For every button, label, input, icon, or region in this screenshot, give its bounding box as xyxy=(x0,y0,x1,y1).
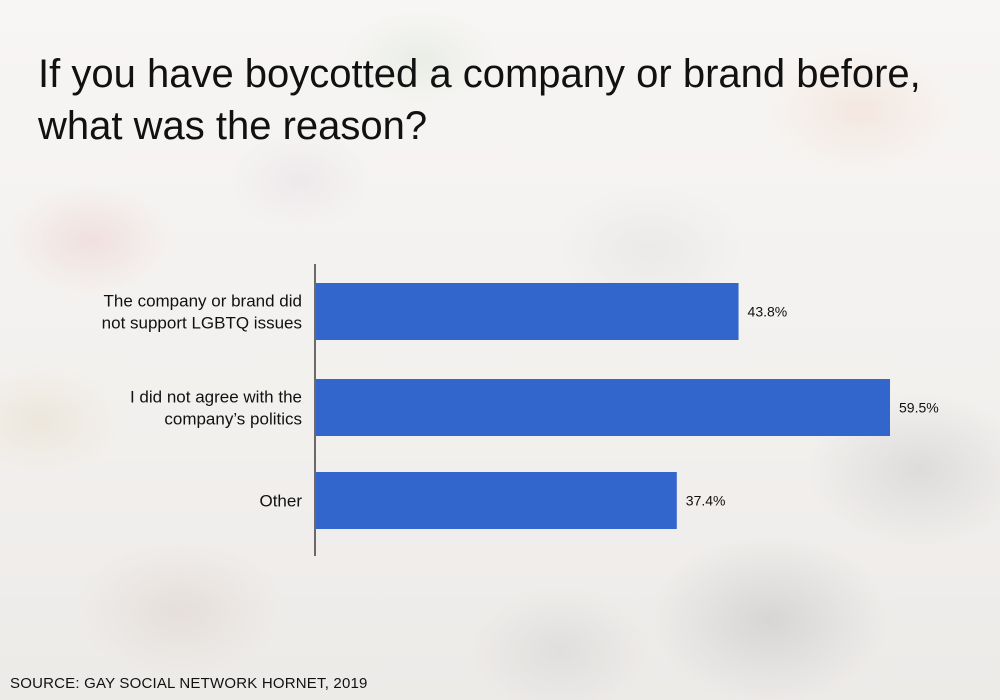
category-label-3-line-1: Other xyxy=(259,492,302,511)
bar-2 xyxy=(316,379,890,436)
category-label-2-line-2: company’s politics xyxy=(164,410,302,429)
source-note: SOURCE: GAY SOCIAL NETWORK HORNET, 2019 xyxy=(10,675,368,692)
value-label-2: 59.5% xyxy=(899,400,939,416)
chart-title: If you have boycotted a company or brand… xyxy=(38,52,921,148)
value-label-3: 37.4% xyxy=(686,493,726,509)
bar-1 xyxy=(316,283,739,340)
category-label-1-line-1: The company or brand did xyxy=(104,292,302,311)
category-label-1-line-2: not support LGBTQ issues xyxy=(102,314,302,333)
category-label-2-line-1: I did not agree with the xyxy=(130,388,302,407)
value-label-1: 43.8% xyxy=(748,304,788,320)
bar-3 xyxy=(316,472,677,529)
